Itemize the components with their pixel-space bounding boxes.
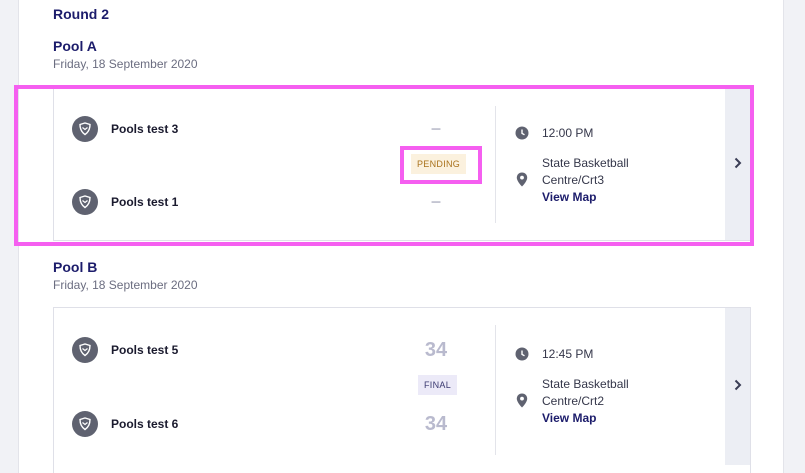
- clock-icon: [514, 346, 529, 361]
- home-score: 34: [424, 339, 448, 361]
- home-team: Pools test 3: [72, 116, 178, 142]
- match-venue: State Basketball Centre/Crt3 View Map: [514, 155, 629, 206]
- match-time: 12:45 PM: [514, 346, 593, 363]
- round-title: Round 2: [53, 6, 109, 22]
- location-pin-icon: [514, 172, 529, 187]
- view-map-link[interactable]: View Map: [542, 190, 597, 204]
- location-pin-icon: [514, 393, 529, 408]
- chevron-right-icon: [734, 156, 742, 174]
- pool-a-title: Pool A: [53, 38, 97, 54]
- shield-icon: [72, 116, 98, 142]
- home-score: –: [430, 118, 441, 138]
- away-score: –: [430, 191, 441, 211]
- away-team: Pools test 1: [72, 189, 178, 215]
- venue-line-1: State Basketball: [542, 156, 629, 170]
- match-card-pool-b[interactable]: Pools test 5 34 FINAL Pools test 6 34 12…: [53, 307, 751, 473]
- shield-icon: [72, 337, 98, 363]
- time-text: 12:45 PM: [542, 347, 594, 361]
- match-venue: State Basketball Centre/Crt2 View Map: [514, 376, 629, 427]
- shield-icon: [72, 189, 98, 215]
- venue-line-2: Centre/Crt3: [542, 173, 605, 187]
- team-name: Pools test 3: [111, 122, 179, 136]
- shield-icon: [72, 411, 98, 437]
- clock-icon: [514, 125, 529, 140]
- team-name: Pools test 5: [111, 343, 179, 357]
- chevron-right-icon: [734, 378, 742, 396]
- away-team: Pools test 6: [72, 411, 178, 437]
- venue-line-2: Centre/Crt2: [542, 394, 605, 408]
- time-text: 12:00 PM: [542, 126, 594, 140]
- team-name: Pools test 1: [111, 195, 179, 209]
- pool-b-title: Pool B: [53, 259, 98, 275]
- venue-line-1: State Basketball: [542, 377, 629, 391]
- card-divider: [495, 106, 496, 223]
- open-match-button[interactable]: [725, 308, 750, 465]
- card-divider: [495, 325, 496, 455]
- match-card-pool-a[interactable]: Pools test 3 – PENDING Pools test 1 – 12…: [53, 88, 751, 241]
- team-name: Pools test 6: [111, 417, 179, 431]
- open-match-button[interactable]: [725, 89, 750, 240]
- match-time: 12:00 PM: [514, 125, 593, 142]
- pool-b-date: Friday, 18 September 2020: [53, 278, 198, 292]
- status-badge: PENDING: [411, 154, 467, 174]
- status-badge: FINAL: [418, 375, 458, 395]
- home-team: Pools test 5: [72, 337, 178, 363]
- view-map-link[interactable]: View Map: [542, 411, 597, 425]
- away-score: 34: [424, 413, 448, 435]
- pool-a-date: Friday, 18 September 2020: [53, 57, 198, 71]
